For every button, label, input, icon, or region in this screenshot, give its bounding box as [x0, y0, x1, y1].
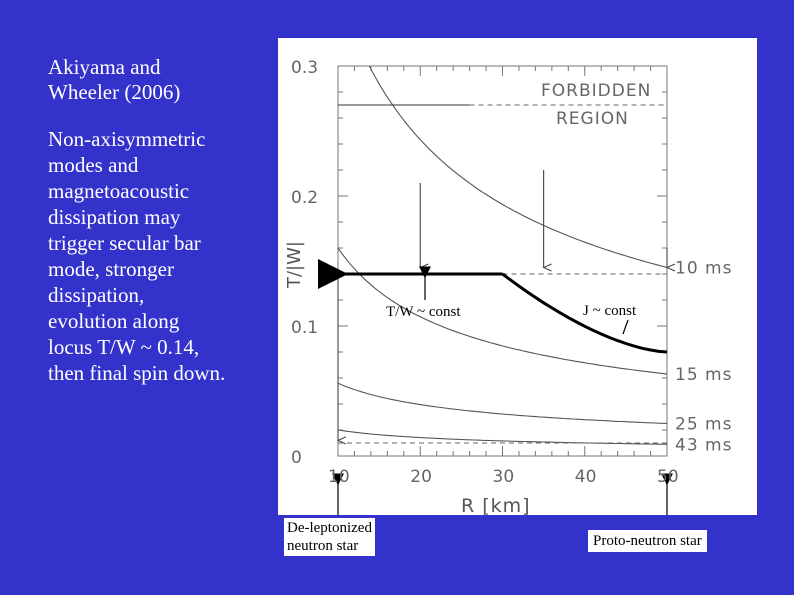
annotation-j-const: J ~ const: [583, 303, 637, 319]
reference-lines: [338, 104, 667, 444]
reference-citation: Akiyama and Wheeler (2006): [48, 55, 268, 105]
forbidden-region-label: REGION: [556, 109, 629, 129]
reference-line-2: Wheeler (2006): [48, 80, 181, 104]
period-label: 43 ms: [675, 435, 732, 455]
callout-line: neutron star: [287, 538, 359, 554]
description-line: locus T/W ~ 0.14,: [48, 335, 200, 359]
period-label: 15 ms: [675, 365, 732, 385]
j-const-track: [501, 272, 668, 354]
callout-deleptonized-neutron-star: De-leptonized neutron star: [284, 518, 375, 556]
period-curve: [338, 382, 667, 425]
tick-marks: [337, 65, 668, 457]
y-tick-label: 0: [291, 448, 302, 468]
drop-arrows: [336, 170, 676, 445]
x-tick-label: 30: [493, 467, 515, 487]
forbidden-region-label: FORBIDDEN: [541, 81, 651, 101]
description-line: then final spin down.: [48, 361, 226, 385]
x-tick-label: 20: [410, 467, 432, 487]
x-axis-label: R [km]: [461, 495, 531, 515]
description-line: dissipation,: [48, 283, 145, 307]
figure-panel: 0.3 0.2 0.1 0 10 20 30 40 50 10 ms 15 ms 25 ms 43 ms…: [278, 38, 757, 515]
x-tick-label: 40: [575, 467, 597, 487]
callout-proto-neutron-star: Proto-neutron star: [588, 530, 707, 552]
y-axis-label: T/|W|: [284, 241, 305, 289]
y-tick-label: 0.3: [291, 58, 318, 78]
x-tick-label: 10: [328, 467, 350, 487]
annotation-pointer: [622, 319, 629, 335]
reference-line-1: Akiyama and: [48, 55, 161, 79]
description-line: mode, stronger: [48, 257, 174, 281]
description-line: Non-axisymmetric: [48, 127, 206, 151]
callout-line: De-leptonized: [287, 520, 372, 536]
description-line: trigger secular bar: [48, 231, 201, 255]
y-tick-label: 0.2: [291, 188, 318, 208]
description-text: Non-axisymmetric modes and magnetoacoust…: [48, 126, 280, 386]
period-curve: [338, 247, 667, 375]
x-tick-label: 50: [657, 467, 679, 487]
description-line: evolution along: [48, 309, 180, 333]
description-line: modes and: [48, 153, 139, 177]
period-label: 10 ms: [675, 259, 732, 279]
period-label: 25 ms: [675, 415, 732, 435]
period-curve: [338, 429, 667, 445]
description-line: magnetoacoustic: [48, 179, 190, 203]
annotation-tw-const: T/W ~ const: [386, 304, 461, 320]
y-tick-label: 0.1: [291, 318, 318, 338]
evolution-track: [318, 259, 673, 515]
description-line: dissipation may: [48, 205, 181, 229]
